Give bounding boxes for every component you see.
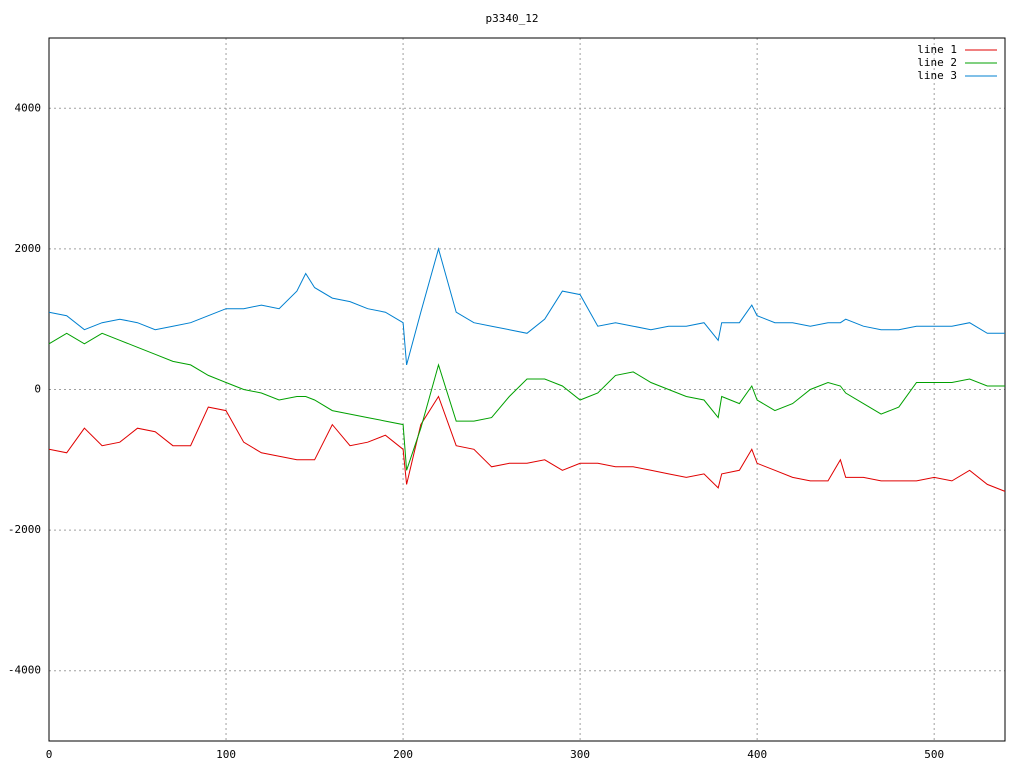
series-line [48, 332, 1005, 471]
plot-frame [48, 37, 1006, 742]
series-line [48, 395, 1006, 492]
x-tick-label: 200 [393, 748, 413, 761]
y-tick-label: 0 [34, 383, 41, 396]
legend-label: line 2 [917, 56, 957, 69]
x-tick-label: 400 [747, 748, 767, 761]
y-tick-label: 4000 [15, 101, 42, 114]
chart-title: p3340_12 [486, 12, 539, 25]
y-tick-label: -2000 [8, 523, 41, 536]
x-tick-label: 300 [570, 748, 590, 761]
x-tick-label: 100 [216, 748, 236, 761]
x-tick-label: 0 [46, 748, 53, 761]
series-line [48, 247, 1005, 366]
legend-label: line 1 [917, 43, 957, 56]
legend-label: line 3 [917, 69, 957, 82]
y-tick-label: 2000 [15, 242, 42, 255]
x-tick-label: 500 [924, 748, 944, 761]
y-tick-label: -4000 [8, 664, 41, 677]
